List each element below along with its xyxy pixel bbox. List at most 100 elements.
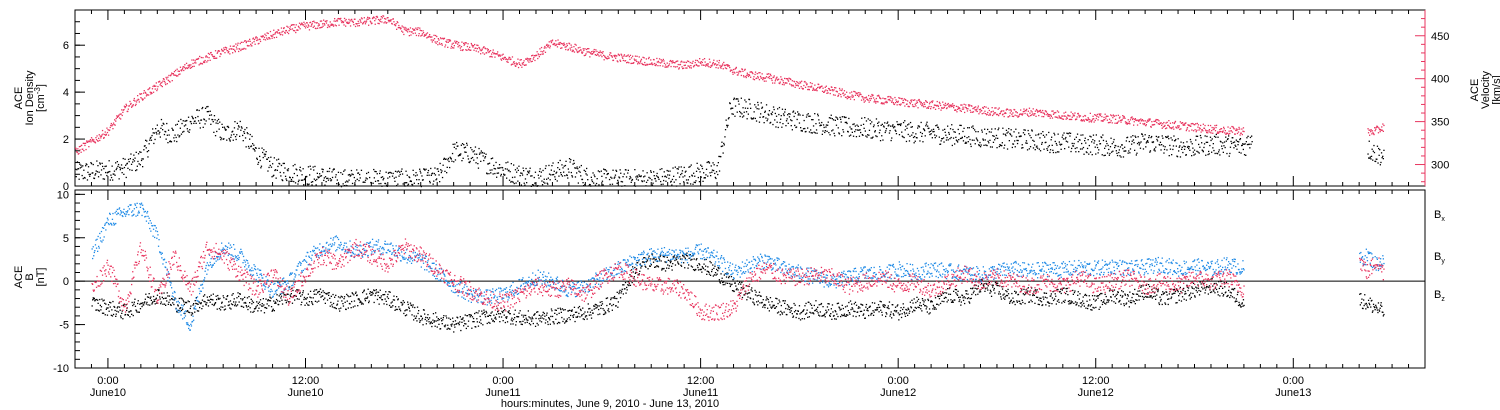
ion-density-point xyxy=(667,170,669,172)
ion-density-point xyxy=(404,185,406,187)
ion-density-point xyxy=(871,121,873,123)
ion-density-point xyxy=(1098,140,1100,142)
velocity-point xyxy=(629,54,632,56)
ion-density-point xyxy=(755,120,758,122)
ion-density-point xyxy=(1164,146,1166,148)
ion-density-point xyxy=(1178,150,1180,152)
velocity-point xyxy=(420,35,422,37)
ion-density-point xyxy=(944,128,946,130)
velocity-point xyxy=(278,29,280,31)
velocity-point xyxy=(572,50,574,52)
velocity-point xyxy=(288,30,290,32)
ion-density-point xyxy=(276,169,278,171)
ion-density-point xyxy=(832,119,835,121)
ion-density-point xyxy=(541,180,543,182)
ion-density-point xyxy=(530,175,532,177)
ion-density-point xyxy=(460,153,462,155)
ion-density-point xyxy=(1195,135,1197,137)
ion-density-point xyxy=(209,114,211,116)
bx-point xyxy=(313,293,315,295)
ion-density-point xyxy=(987,140,989,142)
ion-density-point xyxy=(907,133,909,136)
ion-density-point xyxy=(413,174,415,176)
bx-point xyxy=(284,299,286,301)
ion-density-point xyxy=(770,113,772,115)
velocity-point xyxy=(846,91,848,93)
velocity-point xyxy=(1379,131,1381,133)
velocity-point xyxy=(576,49,578,51)
velocity-point xyxy=(542,51,544,53)
ion-density-point xyxy=(544,182,546,184)
ion-density-point xyxy=(869,119,871,121)
ion-density-point xyxy=(776,121,778,123)
velocity-point xyxy=(553,43,555,46)
velocity-point xyxy=(714,63,717,65)
velocity-point xyxy=(277,32,279,34)
velocity-point xyxy=(136,99,138,101)
ion-density-point xyxy=(1112,141,1115,143)
velocity-point xyxy=(894,96,896,99)
ion-density-point xyxy=(744,107,747,109)
ion-density-point xyxy=(1091,141,1093,143)
velocity-point xyxy=(821,90,824,92)
velocity-point xyxy=(437,44,439,46)
velocity-point xyxy=(182,66,184,68)
ion-density-point xyxy=(1008,140,1010,142)
velocity-point xyxy=(235,46,238,48)
ion-density-point xyxy=(830,114,832,116)
ion-density-point xyxy=(1115,145,1117,147)
velocity-point xyxy=(968,105,970,107)
velocity-point xyxy=(695,59,697,61)
velocity-point xyxy=(607,55,609,58)
velocity-point xyxy=(1162,126,1164,128)
velocity-point xyxy=(372,17,374,19)
ion-density-point xyxy=(1012,143,1015,145)
velocity-point xyxy=(551,40,553,42)
ion-density-point xyxy=(341,173,344,175)
ion-density-point xyxy=(1209,144,1211,147)
velocity-point xyxy=(516,63,519,65)
velocity-point xyxy=(1091,118,1094,120)
ion-density-point xyxy=(649,177,651,180)
ion-density-point xyxy=(1189,138,1192,141)
bx-point xyxy=(319,288,322,290)
velocity-point xyxy=(918,98,920,101)
ion-density-point xyxy=(1054,140,1056,143)
ion-density-point xyxy=(220,137,223,139)
velocity-point xyxy=(515,62,517,64)
ion-density-point xyxy=(919,140,921,142)
ion-density-point xyxy=(1191,155,1193,157)
ion-density-point xyxy=(923,128,925,131)
velocity-point xyxy=(1242,130,1244,132)
velocity-point xyxy=(190,64,192,66)
velocity-point xyxy=(1114,118,1117,120)
ion-density-point xyxy=(590,185,592,187)
ion-density-point xyxy=(798,122,801,124)
velocity-point xyxy=(1071,116,1073,118)
ion-density-point xyxy=(217,118,220,121)
velocity-point xyxy=(719,66,722,68)
velocity-point xyxy=(1226,132,1229,134)
bx-point xyxy=(285,302,287,304)
ion-density-point xyxy=(1144,134,1146,136)
ion-density-point xyxy=(94,174,96,176)
velocity-point xyxy=(391,23,393,25)
velocity-point xyxy=(601,56,603,58)
ion-density-point xyxy=(979,146,982,148)
velocity-point xyxy=(351,18,353,21)
velocity-point xyxy=(614,54,616,56)
ion-density-point xyxy=(877,125,879,127)
ion-density-point xyxy=(180,133,183,135)
ion-density-point xyxy=(322,168,324,171)
velocity-point xyxy=(849,92,851,94)
ion-density-point xyxy=(518,165,520,167)
ion-density-point xyxy=(156,133,158,135)
velocity-point xyxy=(1380,129,1382,131)
ion-density-point xyxy=(453,161,455,163)
ion-density-point xyxy=(122,167,124,170)
ion-density-point xyxy=(987,128,989,131)
velocity-point xyxy=(818,83,820,86)
velocity-point xyxy=(303,25,306,27)
velocity-point xyxy=(104,131,106,133)
ion-density-point xyxy=(1041,143,1043,145)
